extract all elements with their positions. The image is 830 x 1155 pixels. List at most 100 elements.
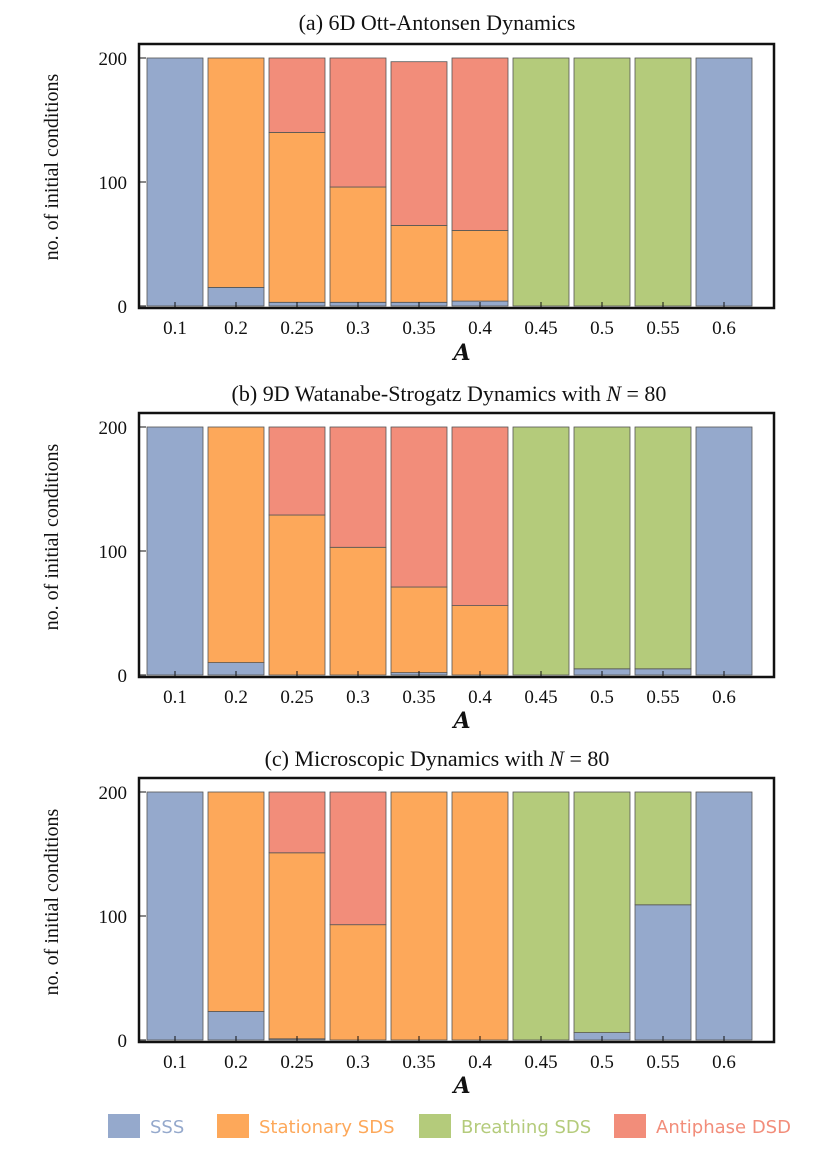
bar-stationary-sds-0_3 [329,186,387,303]
y-tick-label: 0 [118,297,128,318]
bar-sss-0_6 [695,791,753,1041]
x-tick-label: 0.35 [402,1052,435,1073]
x-tick-label: 0.4 [468,1052,492,1073]
x-tick-label: 0.2 [224,1052,248,1073]
bar-stationary-sds-0_3 [329,546,387,676]
bar-stationary-sds-0_25 [268,852,326,1040]
x-tick-label: 0.25 [280,687,313,708]
x-tick-label: 0.55 [646,1052,679,1073]
bar-stationary-sds-0_4 [451,229,509,302]
bar-breathing-sds-0_45 [512,426,570,676]
x-tick-label: 0.5 [590,687,614,708]
bar-stationary-sds-0_2 [207,57,265,288]
panel-a: (a) 6D Ott-Antonsen Dynamics no. of init… [41,10,776,366]
bar-stationary-sds-0_4 [451,791,509,1041]
bar-sss-0_1 [146,791,204,1041]
y-tick-label: 100 [99,907,128,928]
bar-antiphase-dsd-0_3 [329,57,387,188]
bar-sss-0_2 [207,1011,265,1041]
y-tick-label: 0 [118,1031,128,1052]
bar-breathing-sds-0_45 [512,791,570,1041]
legend-label-antiphase-dsd: Antiphase DSD [656,1117,791,1138]
legend-label-stationary-sds: Stationary SDS [259,1117,395,1138]
bar-stationary-sds-0_2 [207,791,265,1012]
bar-breathing-sds-0_5 [573,426,631,670]
bar-antiphase-dsd-0_3 [329,426,387,548]
panel-b-xlabel: A [451,708,470,734]
bar-antiphase-dsd-0_35 [390,426,448,588]
x-tick-label: 0.5 [590,318,614,339]
bar-antiphase-dsd-0_4 [451,57,509,231]
bar-sss-0_6 [695,426,753,676]
x-tick-label: 0.4 [468,318,492,339]
x-tick-label: 0.55 [646,687,679,708]
y-tick-label: 0 [118,666,128,687]
y-tick-label: 200 [99,418,128,439]
x-tick-label: 0.55 [646,318,679,339]
plot-frame [137,42,776,310]
panel-a-xlabel: A [451,340,470,366]
panel-b-ylabel: no. of initial conditions [41,443,63,630]
legend-label-breathing-sds: Breathing SDS [461,1117,591,1138]
panel-c-title: (c) Microscopic Dynamics with N = 80 [265,746,610,771]
bar-sss-0_6 [695,57,753,307]
legend-swatch-breathing-sds [419,1114,451,1138]
x-tick-label: 0.3 [346,687,370,708]
bar-breathing-sds-0_55 [634,791,692,906]
bar-breathing-sds-0_45 [512,57,570,307]
x-tick-label: 0.1 [163,318,187,339]
x-tick-label: 0.6 [712,1052,736,1073]
x-tick-label: 0.45 [524,318,557,339]
bar-stationary-sds-0_25 [268,514,326,676]
bar-antiphase-dsd-0_35 [390,61,448,226]
x-tick-label: 0.2 [224,687,248,708]
bar-antiphase-dsd-0_25 [268,791,326,854]
bar-breathing-sds-0_5 [573,57,631,307]
panel-a-title: (a) 6D Ott-Antonsen Dynamics [299,10,576,35]
y-tick-label: 200 [99,783,128,804]
x-tick-label: 0.3 [346,318,370,339]
bar-stationary-sds-0_35 [390,586,448,673]
panel-b-plot: 0.1 0.2 0.25 0.3 0.35 0.4 0.45 0.5 0.55 0.6 0 100 20… [99,411,776,708]
panel-a-plot: 0.1 0.2 0.25 0.3 0.35 0.4 0.45 0.5 0.55 0.6 0 100 20… [99,42,776,339]
x-tick-label: 0.5 [590,1052,614,1073]
bar-antiphase-dsd-0_4 [451,426,509,607]
x-tick-label: 0.1 [163,1052,187,1073]
bar-sss-0_1 [146,426,204,676]
bar-antiphase-dsd-0_25 [268,57,326,133]
panel-c: (c) Microscopic Dynamics with N = 80 no.… [41,746,776,1099]
bar-stationary-sds-0_35 [390,791,448,1041]
bar-stationary-sds-0_3 [329,924,387,1041]
legend-label-sss: SSS [150,1117,184,1138]
bar-antiphase-dsd-0_25 [268,426,326,516]
y-tick-label: 200 [99,49,128,70]
x-tick-label: 0.3 [346,1052,370,1073]
bar-stationary-sds-0_4 [451,605,509,676]
legend-swatch-antiphase-dsd [614,1114,646,1138]
bar-breathing-sds-0_55 [634,426,692,670]
panel-a-ylabel: no. of initial conditions [41,73,63,260]
x-tick-label: 0.4 [468,687,492,708]
x-tick-label: 0.45 [524,1052,557,1073]
x-tick-label: 0.35 [402,318,435,339]
panel-b: (b) 9D Watanabe-Strogatz Dynamics with N… [41,381,776,734]
bar-stationary-sds-0_2 [207,426,265,664]
bar-stationary-sds-0_35 [390,224,448,303]
panel-b-title: (b) 9D Watanabe-Strogatz Dynamics with N… [232,381,667,406]
y-tick-label: 100 [99,173,128,194]
x-tick-label: 0.25 [280,1052,313,1073]
bar-breathing-sds-0_55 [634,57,692,307]
legend-swatch-sss [108,1114,140,1138]
legend: SSS Stationary SDS Breathing SDS Antipha… [108,1114,791,1138]
x-tick-label: 0.6 [712,687,736,708]
panel-c-ylabel: no. of initial conditions [41,808,63,995]
bar-sss-0_55 [634,904,692,1041]
x-tick-label: 0.35 [402,687,435,708]
panel-c-plot: 0.1 0.2 0.25 0.3 0.35 0.4 0.45 0.5 0.55 0.6 0 100 20… [99,776,776,1073]
x-tick-label: 0.25 [280,318,313,339]
plot-frame [137,776,776,1044]
x-tick-label: 0.1 [163,687,187,708]
bar-sss-0_1 [146,57,204,307]
panel-c-xlabel: A [451,1073,470,1099]
